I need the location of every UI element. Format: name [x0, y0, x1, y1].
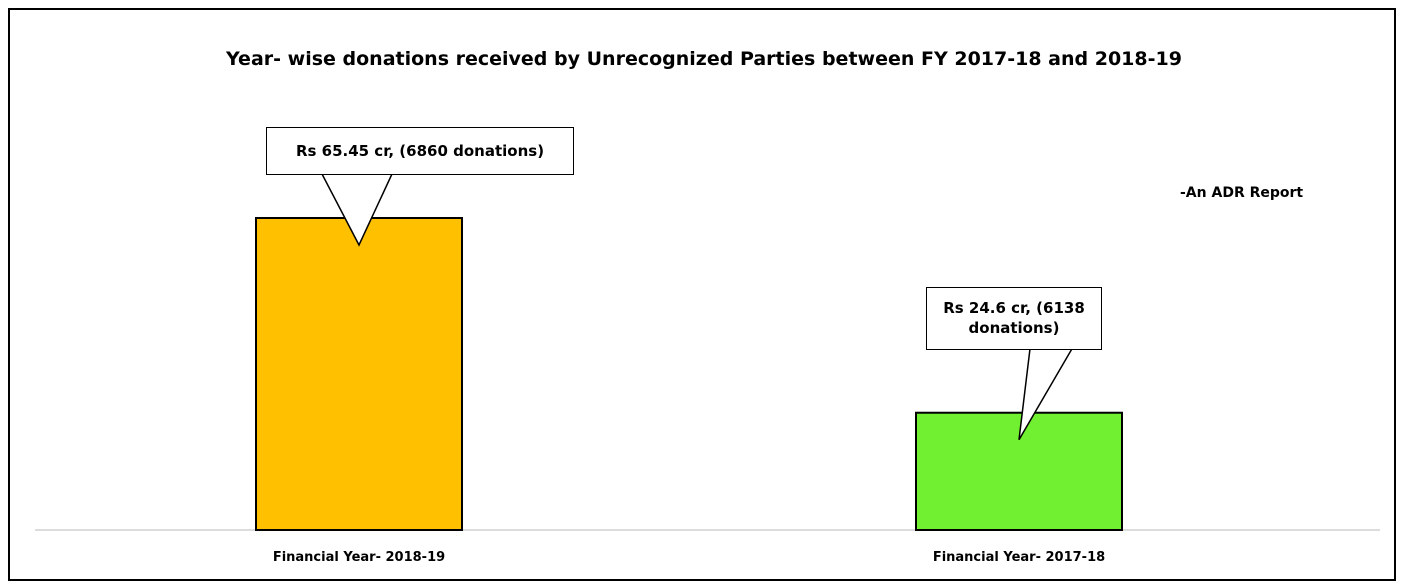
chart-frame: [8, 8, 1396, 581]
x-tick-label: Financial Year- 2018-19: [272, 550, 446, 565]
x-tick-label: Financial Year- 2017-18: [932, 550, 1106, 565]
bar: [915, 411, 1123, 531]
data-label: Rs 65.45 cr, (6860 donations): [266, 127, 574, 175]
data-label: Rs 24.6 cr, (6138 donations): [926, 286, 1102, 350]
annotation: -An ADR Report: [1180, 185, 1304, 201]
chart-title: Year- wise donations received by Unrecog…: [226, 48, 1182, 70]
bar: [255, 217, 463, 531]
